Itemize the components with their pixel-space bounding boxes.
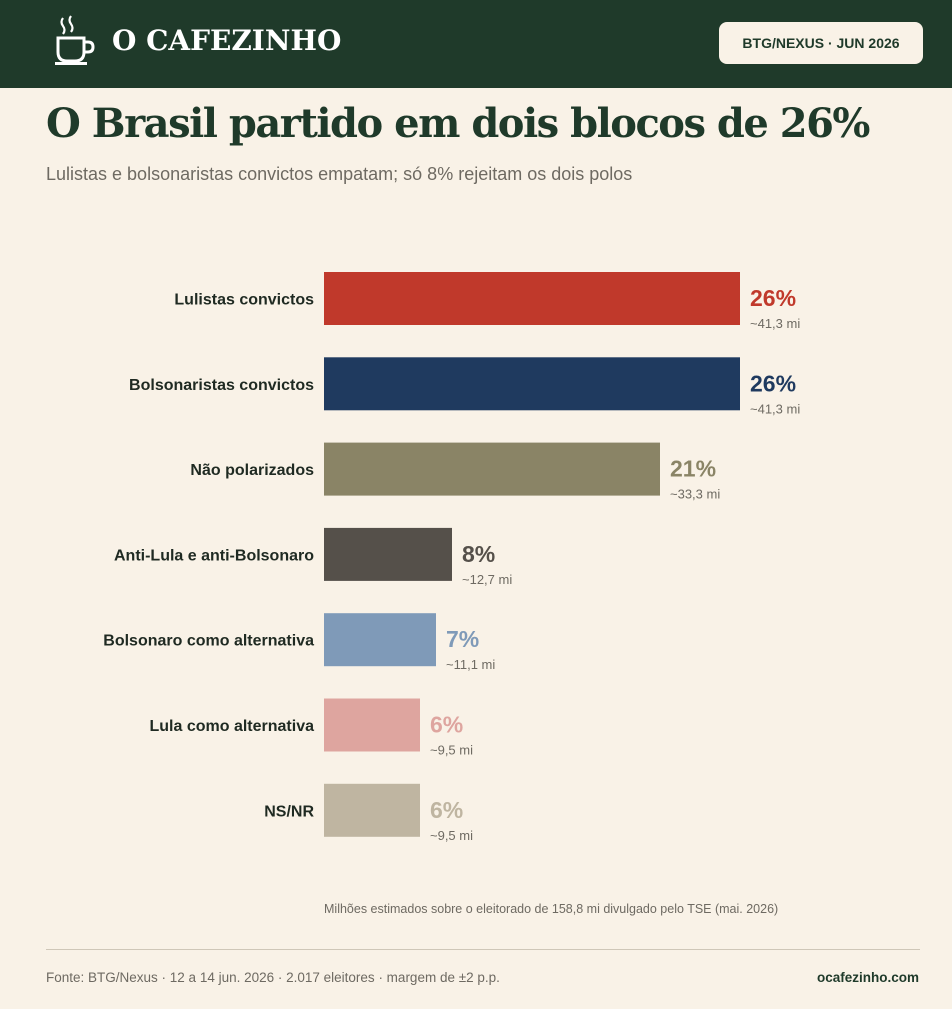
bar	[324, 783, 420, 837]
category-label: Bolsonaro como alternativa	[103, 633, 314, 650]
brand-logo: O CAFEZINHO	[112, 24, 342, 57]
bar	[324, 527, 452, 581]
chart-note: Milhões estimados sobre o eleitorado de …	[324, 902, 779, 916]
estimate-label: ~12,7 mi	[462, 572, 512, 587]
value-label: 6%	[430, 712, 463, 738]
estimate-label: ~9,5 mi	[430, 743, 473, 758]
category-label: Lula como alternativa	[150, 718, 315, 735]
category-label: Bolsonaristas convictos	[129, 377, 314, 394]
category-label: NS/NR	[264, 803, 314, 820]
bar	[324, 442, 660, 496]
category-label: Lulistas convictos	[174, 292, 314, 309]
bar	[324, 698, 420, 752]
estimate-label: ~11,1 mi	[446, 657, 495, 672]
value-label: 8%	[462, 541, 495, 567]
bar	[324, 357, 740, 411]
category-label: Não polarizados	[190, 462, 314, 479]
value-label: 6%	[430, 797, 463, 823]
estimate-label: ~41,3 mi	[750, 316, 800, 331]
value-label: 21%	[670, 456, 716, 482]
bar	[324, 272, 740, 325]
value-label: 26%	[750, 285, 796, 311]
source-text: Fonte: BTG/Nexus · 12 a 14 jun. 2026 · 2…	[46, 970, 500, 985]
bar	[324, 613, 436, 667]
source-badge: BTG/NEXUS · JUN 2026	[719, 22, 923, 64]
header-bar: O CAFEZINHO BTG/NEXUS · JUN 2026	[0, 0, 952, 88]
estimate-label: ~41,3 mi	[750, 401, 800, 416]
category-label: Anti-Lula e anti-Bolsonaro	[114, 547, 314, 564]
estimate-label: ~9,5 mi	[430, 828, 473, 843]
chart-subtitle: Lulistas e bolsonaristas convictos empat…	[46, 164, 633, 184]
bar-chart: Lulistas convictos 26% ~41,3 mi Bolsonarist…	[103, 272, 800, 843]
estimate-label: ~33,3 mi	[670, 487, 720, 502]
value-label: 7%	[446, 626, 479, 652]
coffee-cup-icon	[55, 15, 95, 65]
footer-divider	[46, 949, 920, 950]
site-link[interactable]: ocafezinho.com	[816, 970, 919, 985]
value-label: 26%	[750, 370, 796, 396]
chart-title: O Brasil partido em dois blocos de 26%	[46, 100, 870, 147]
